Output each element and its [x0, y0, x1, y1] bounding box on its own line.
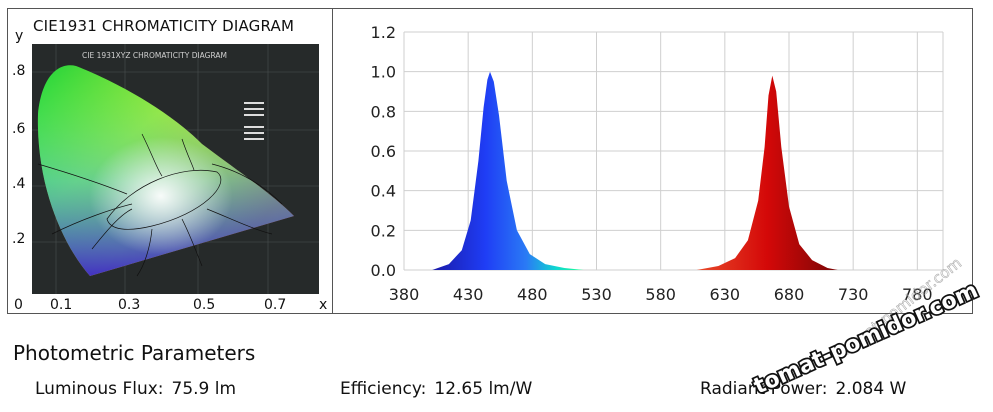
series-layer [432, 71, 838, 270]
panel-divider [332, 8, 333, 314]
y-tick-label: 1.0 [371, 63, 396, 82]
efficiency: Efficiency: 12.65 lm/W [340, 379, 532, 399]
cie-x-tick: 0 [14, 297, 23, 313]
cie-x-tick: 0.3 [118, 297, 141, 313]
y-tick-label: 0.2 [371, 221, 396, 240]
x-tick-label: 630 [710, 285, 741, 304]
x-tick-label: 530 [581, 285, 612, 304]
cie-x-tick: 0.1 [50, 297, 73, 313]
radiant-power-value: 2.084 W [835, 379, 907, 399]
cie-inner-title: CIE 1931XYZ CHROMATICITY DIAGRAM [82, 51, 227, 60]
y-tick-label: 1.2 [371, 23, 396, 42]
cie-x-axis-label: x [319, 297, 328, 313]
efficiency-value: 12.65 lm/W [434, 379, 533, 399]
cie-x-tick: 0.7 [264, 297, 287, 313]
x-tick-label: 480 [517, 285, 548, 304]
spectrum-chart: 0.0 0.2 0.4 0.6 0.8 1.0 1.2 380 430 480 530 580 630 6… [371, 23, 944, 304]
radiant-power-label: Radiant Power: [700, 379, 828, 399]
cie-y-tick: .6 [12, 121, 26, 137]
y-tick-label: 0.0 [371, 261, 396, 280]
y-tick-label: 0.6 [371, 142, 396, 161]
x-tick-label: 380 [389, 285, 420, 304]
cie-y-axis-label: y [15, 28, 24, 44]
x-tick-label: 580 [645, 285, 676, 304]
section-title: Photometric Parameters [13, 341, 256, 365]
efficiency-label: Efficiency: [340, 379, 427, 399]
y-tick-label: 0.4 [371, 182, 396, 201]
cie-y-tick: .4 [12, 176, 26, 192]
radiant-power: Radiant Power: 2.084 W [700, 379, 906, 399]
x-tick-label: 430 [453, 285, 484, 304]
x-tick-label: 680 [774, 285, 805, 304]
cie-y-tick: .2 [12, 231, 26, 247]
cie-diagram-title: CIE1931 CHROMATICITY DIAGRAM [33, 17, 295, 35]
cie-y-tick: .8 [12, 63, 26, 79]
tick-layer: 0.0 0.2 0.4 0.6 0.8 1.0 1.2 380 430 480 530 580 630 6… [371, 23, 933, 304]
spectrum-peak-0 [432, 71, 584, 270]
cie-chromaticity-image: CIE 1931XYZ CHROMATICITY DIAGRAM [32, 44, 319, 294]
x-tick-label: 780 [902, 285, 933, 304]
watermark: tomat-pomidor.com tomat-pomidor.com [749, 254, 984, 402]
luminous-flux-label: Luminous Flux: [35, 379, 164, 399]
x-tick-label: 730 [838, 285, 869, 304]
spectrum-peak-1 [696, 75, 838, 270]
luminous-flux: Luminous Flux: 75.9 lm [35, 379, 236, 399]
luminous-flux-value: 75.9 lm [171, 379, 237, 399]
y-tick-label: 0.8 [371, 102, 396, 121]
watermark-text: tomat-pomidor.com [750, 278, 982, 399]
cie-x-tick: 0.5 [193, 297, 216, 313]
